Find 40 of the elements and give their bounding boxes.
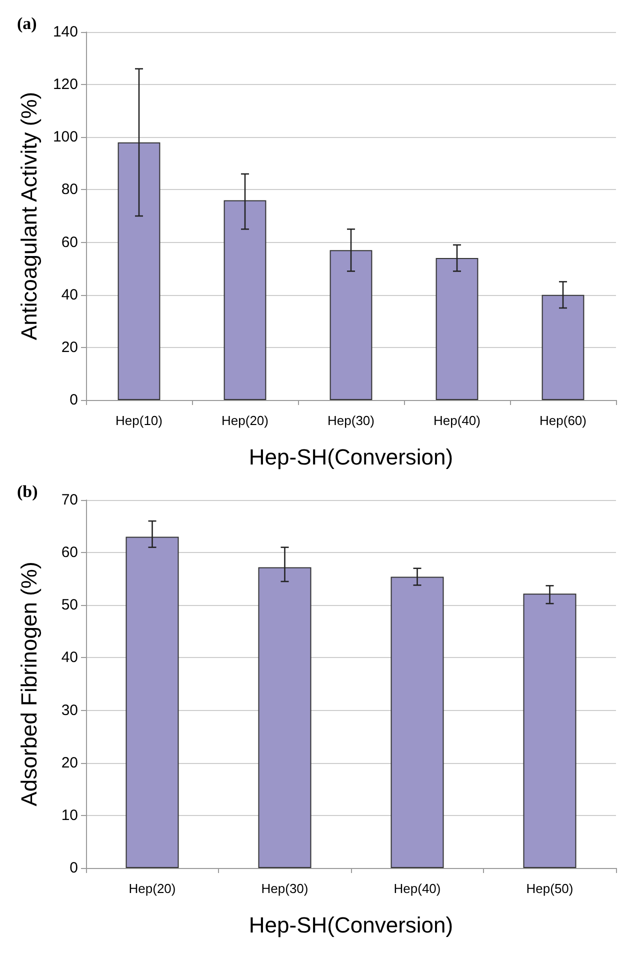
x-tick-label: Hep(50) (526, 881, 574, 896)
bar (436, 258, 478, 400)
y-tick-label: 10 (61, 806, 78, 824)
x-tick-label: Hep(20) (128, 881, 176, 896)
x-tick-label: Hep(20) (222, 413, 268, 428)
y-tick-label: 140 (52, 24, 78, 40)
y-tick-label: 70 (61, 492, 78, 508)
bar (330, 250, 372, 400)
y-tick-label: 30 (61, 702, 78, 719)
bar (224, 200, 266, 400)
y-tick-label: 20 (61, 338, 78, 356)
bar (258, 567, 312, 868)
y-axis-title: Anticoagulant Activity (%) (16, 92, 42, 340)
y-tick-label: 0 (70, 860, 78, 876)
y-tick-label: 20 (61, 754, 78, 772)
x-tick-label: Hep(30) (328, 413, 374, 428)
y-tick-label: 40 (61, 286, 78, 304)
bar (126, 536, 179, 868)
bar (390, 576, 444, 868)
bar (542, 294, 584, 400)
x-tick-label: Hep(40) (394, 881, 441, 896)
y-tick-label: 100 (52, 128, 78, 146)
bar (118, 142, 160, 400)
y-tick-label: 120 (52, 76, 78, 94)
y-tick-label: 60 (61, 234, 78, 251)
x-tick-label: Hep(40) (434, 413, 480, 428)
y-axis-title: Adsorbed Fibrinogen (%) (16, 562, 42, 806)
chart-title: (b) (17, 482, 38, 501)
chart-title: (a) (17, 14, 37, 33)
y-tick-label: 60 (61, 544, 78, 562)
x-axis-title: Hep-SH(Conversion) (248, 444, 454, 470)
x-tick-label: Hep(10) (116, 413, 162, 428)
bar (523, 594, 576, 868)
y-tick-label: 80 (61, 181, 78, 198)
y-tick-label: 0 (70, 392, 78, 408)
y-tick-label: 50 (61, 596, 78, 614)
x-tick-label: Hep(60) (540, 413, 586, 428)
x-axis-title: Hep-SH(Conversion) (248, 912, 454, 938)
y-tick-label: 40 (61, 649, 78, 666)
x-tick-label: Hep(30) (261, 881, 308, 896)
